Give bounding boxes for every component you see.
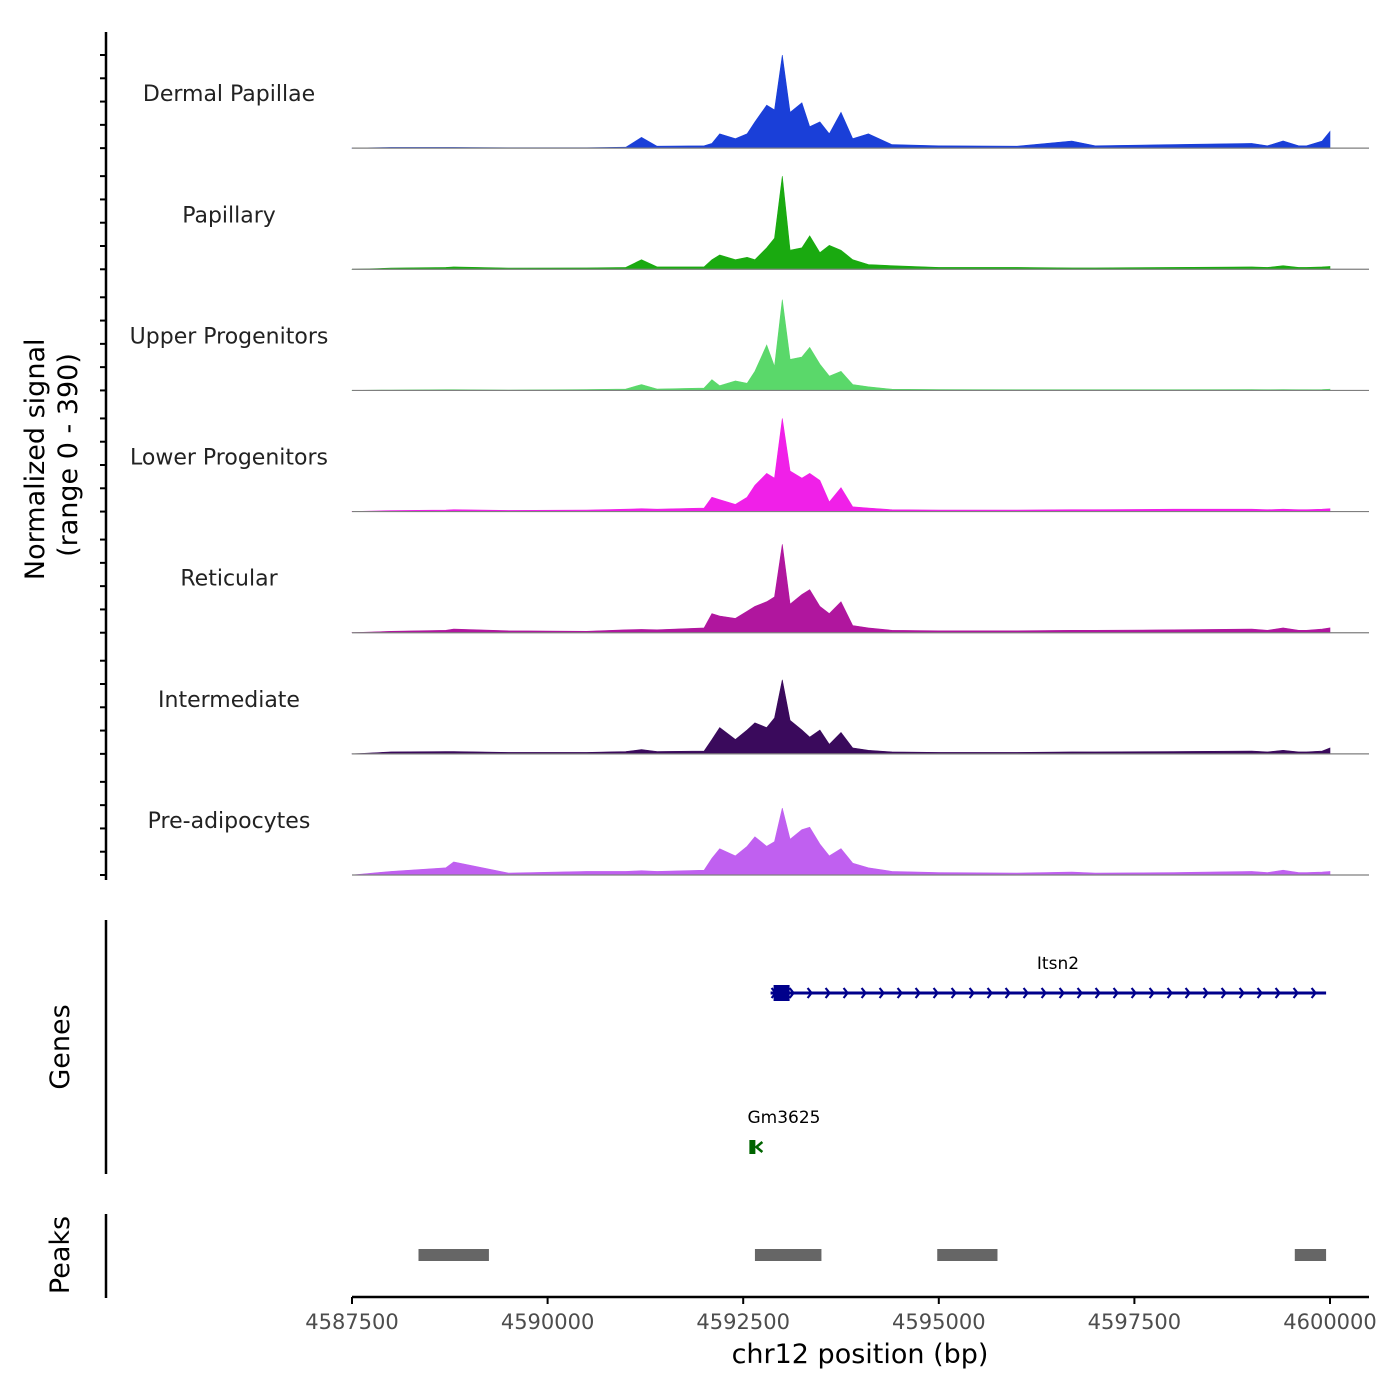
strand-arrow (932, 987, 939, 999)
track-label: Lower Progenitors (130, 446, 328, 471)
track-label: Papillary (182, 203, 276, 228)
gene-itsn2: Itsn2 (770, 954, 1327, 1001)
y-axis-title: Normalized signal (range 0 - 390) (20, 330, 84, 580)
track-pre-adipocytes: Pre-adipocytes (148, 808, 1369, 876)
strand-arrow (860, 987, 867, 999)
strand-arrow (1238, 987, 1245, 999)
signal-area (351, 679, 1331, 755)
strand-arrow (1166, 987, 1173, 999)
gene-exon (749, 1140, 756, 1154)
strand-arrow (1310, 987, 1317, 999)
gene-exon (773, 985, 790, 1001)
genes-panel-title: Genes (45, 1004, 76, 1089)
x-axis-title: chr12 position (bp) (732, 1339, 989, 1370)
track-reticular: Reticular (180, 544, 1369, 634)
track-label: Upper Progenitors (130, 324, 329, 349)
y-axis-title-line2: (range 0 - 390) (53, 353, 84, 557)
x-tick-label: 4595000 (892, 1310, 986, 1334)
strand-arrow (968, 987, 975, 999)
x-tick-label: 4590000 (501, 1310, 595, 1334)
track-dermal-papillae: Dermal Papillae (143, 54, 1369, 149)
strand-arrow (788, 987, 795, 999)
x-tick-label: 4587500 (305, 1310, 399, 1334)
strand-arrow (1130, 987, 1137, 999)
peaks-panel-title: Peaks (45, 1216, 76, 1294)
peak-region (754, 1249, 822, 1261)
track-label: Pre-adipocytes (148, 809, 311, 834)
track-label: Dermal Papillae (143, 82, 315, 107)
gene-label: Gm3625 (748, 1108, 821, 1128)
strand-arrow (842, 987, 849, 999)
signal-area (351, 808, 1331, 876)
strand-arrow (1220, 987, 1227, 999)
peak-region (937, 1249, 998, 1261)
strand-arrow (1076, 987, 1083, 999)
strand-arrow (1022, 987, 1029, 999)
gene-label: Itsn2 (1037, 954, 1079, 974)
track-intermediate: Intermediate (158, 679, 1369, 755)
strand-arrow (1256, 987, 1263, 999)
strand-arrow (1040, 987, 1047, 999)
x-axis-ticks: 4587500 4590000 4592500 4595000 4597500 46000… (305, 1297, 1377, 1334)
strand-arrow (896, 987, 903, 999)
strand-arrow (754, 1141, 764, 1153)
strand-arrow (1058, 987, 1065, 999)
strand-arrow (1112, 987, 1119, 999)
track-papillary: Papillary (182, 176, 1369, 270)
signal-area (351, 418, 1331, 512)
strand-arrow (1202, 987, 1209, 999)
signal-area (351, 176, 1331, 270)
strand-arrow (1184, 987, 1191, 999)
strand-arrow (914, 987, 921, 999)
strand-arrow (1094, 987, 1101, 999)
strand-arrow (950, 987, 957, 999)
track-label: Intermediate (158, 688, 300, 713)
y-axis-title-line1: Normalized signal (20, 339, 51, 581)
signal-area (351, 54, 1331, 149)
coverage-y-ticks (100, 54, 106, 876)
x-tick-label: 4597500 (1088, 1310, 1182, 1334)
signal-area (351, 544, 1331, 634)
peak-region (1294, 1249, 1327, 1261)
track-upper-progenitors: Upper Progenitors (130, 299, 1369, 392)
strand-arrow (1004, 987, 1011, 999)
peak-region (418, 1249, 489, 1261)
x-tick-label: 4592500 (696, 1310, 790, 1334)
peaks-panel (418, 1249, 1327, 1261)
strand-arrow (824, 987, 831, 999)
coverage-tracks: Dermal Papillae Papillary Upper Progenitor… (130, 54, 1369, 876)
strand-arrow (1292, 987, 1299, 999)
strand-arrow (878, 987, 885, 999)
genes-panel: Itsn2 Gm3625 (748, 954, 1327, 1154)
strand-arrow (1148, 987, 1155, 999)
track-label: Reticular (180, 567, 278, 592)
x-tick-label: 4600000 (1283, 1310, 1377, 1334)
strand-arrow (806, 987, 813, 999)
gene-gm3625: Gm3625 (748, 1108, 821, 1154)
track-lower-progenitors: Lower Progenitors (130, 418, 1369, 513)
strand-arrow (1274, 987, 1281, 999)
strand-arrow (986, 987, 993, 999)
signal-area (351, 299, 1331, 391)
